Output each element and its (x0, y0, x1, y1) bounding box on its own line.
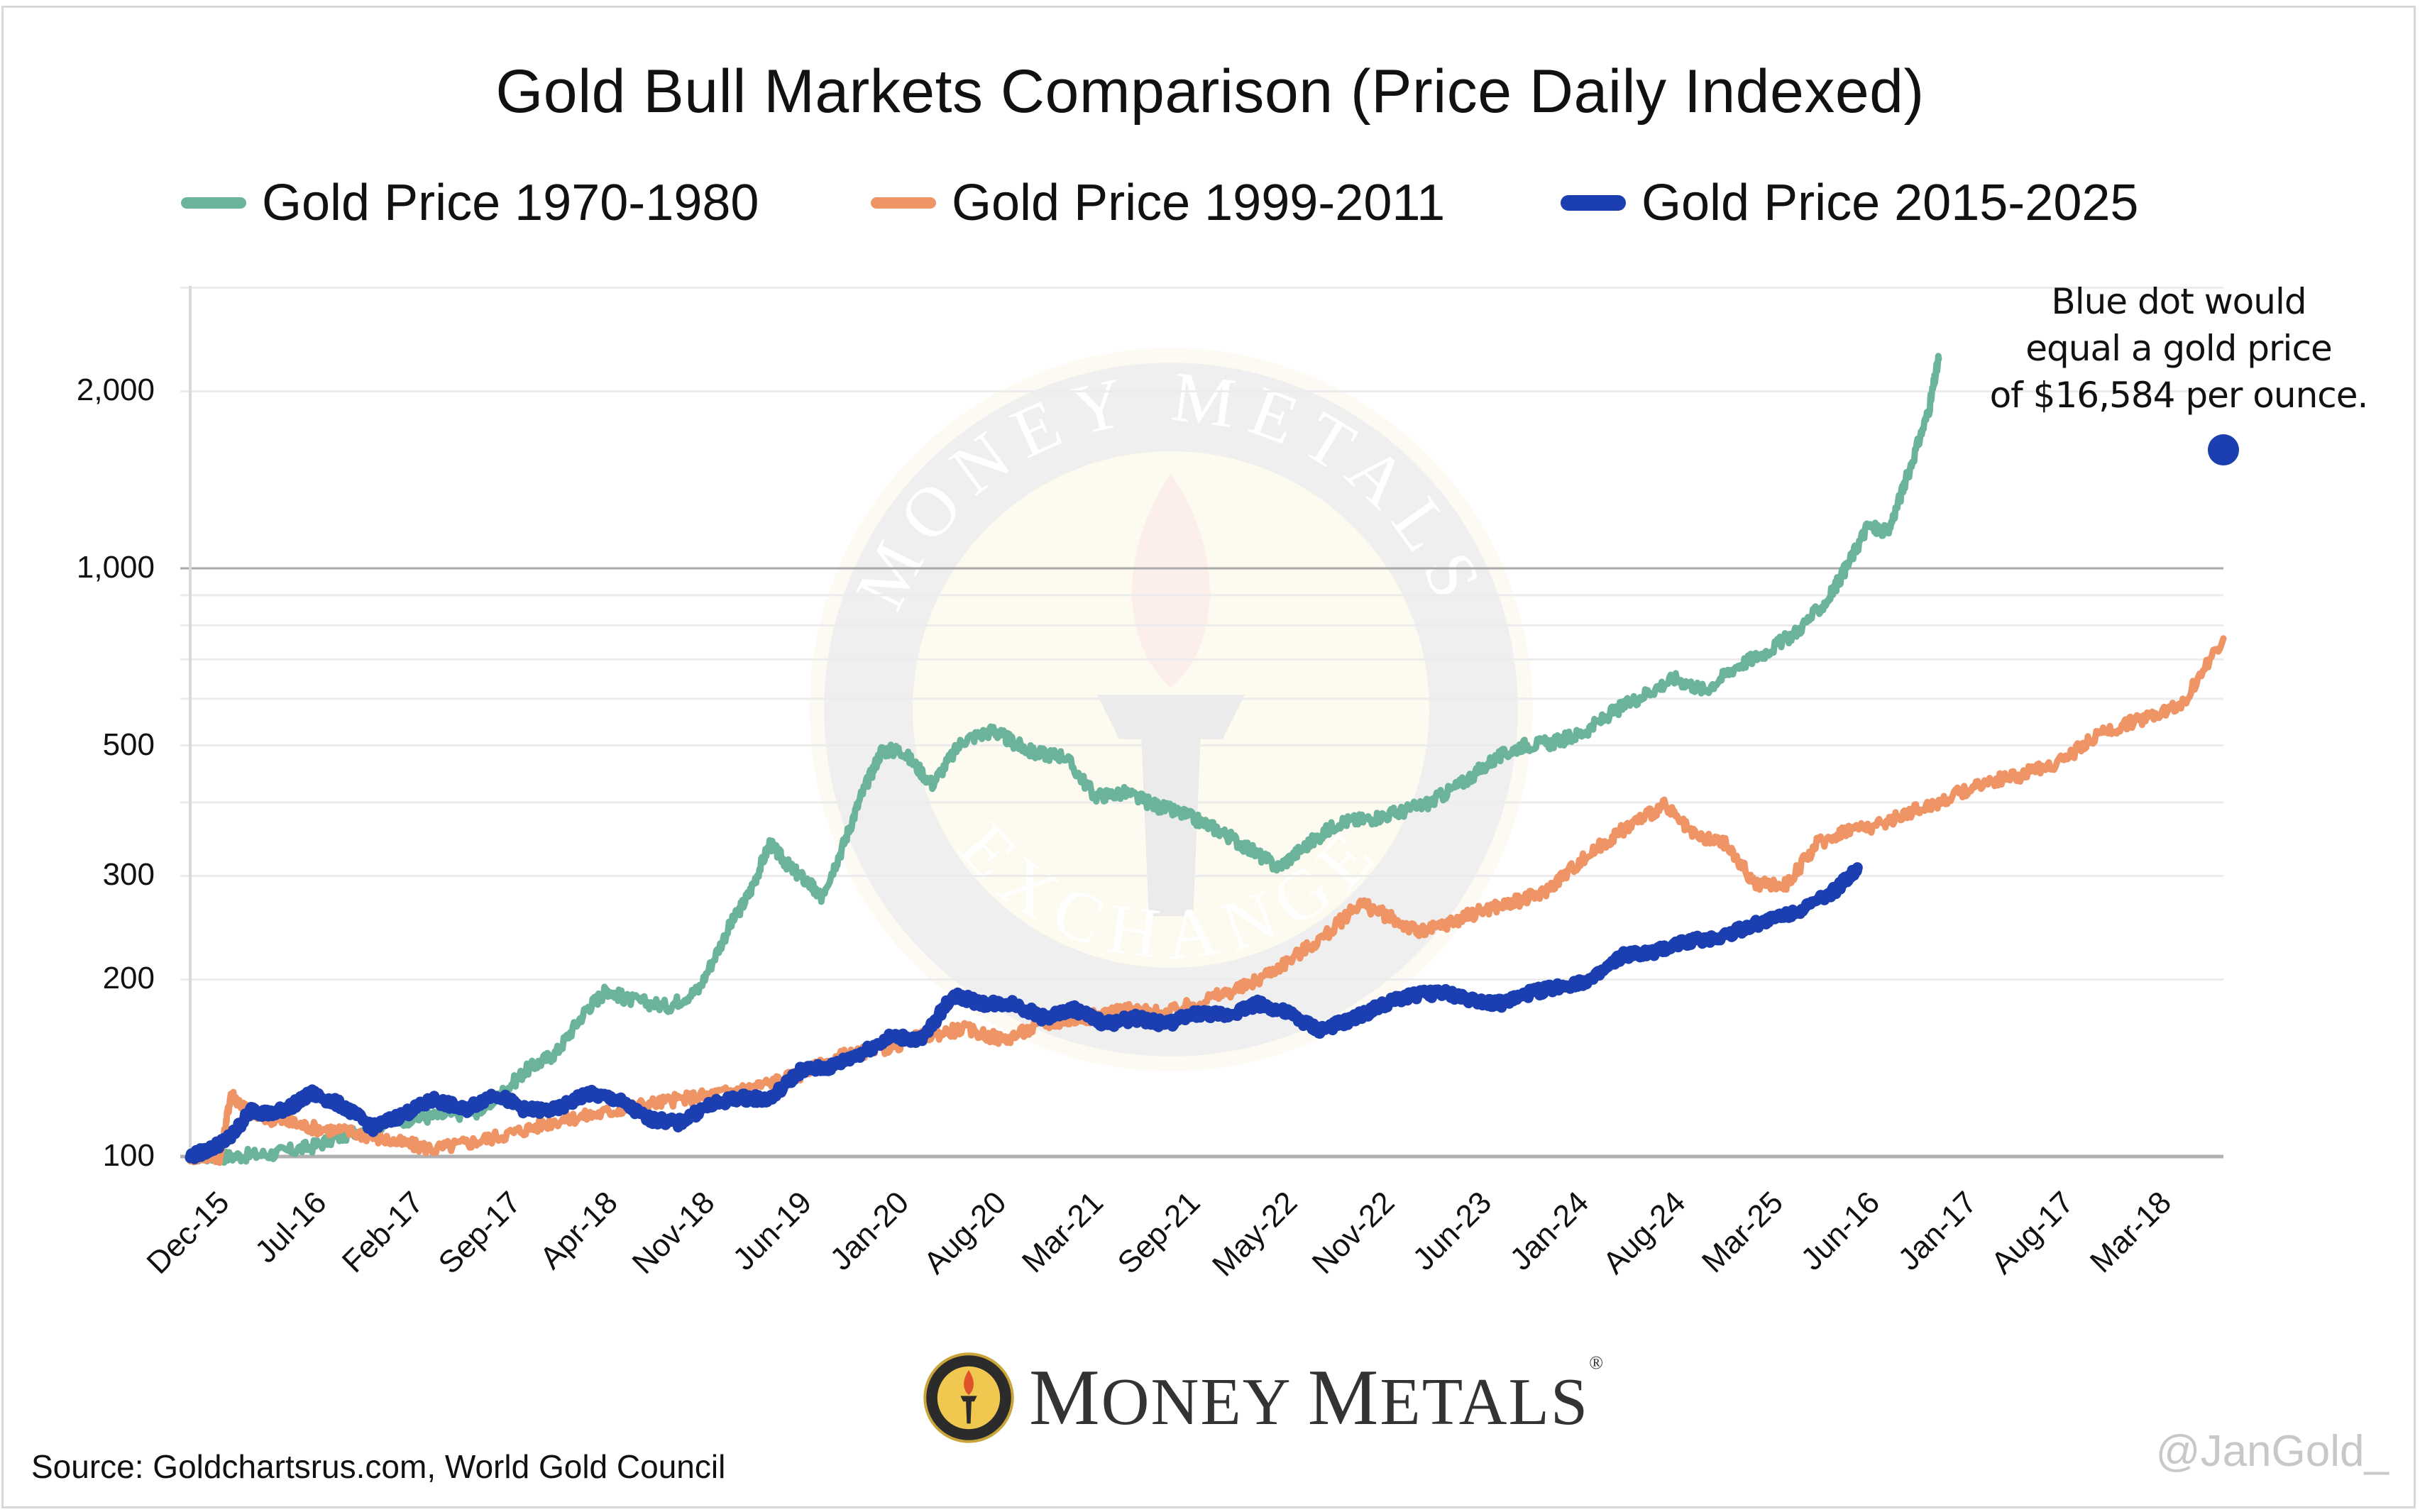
chart-frame (1, 6, 2416, 1508)
y-tick-label: 100 (102, 1138, 155, 1173)
legend: Gold Price 1970-1980 Gold Price 1999-201… (0, 174, 2420, 238)
legend-swatch-orange (871, 197, 936, 209)
seal-dark-ring (824, 363, 1518, 1056)
y-tick-label: 300 (102, 857, 155, 893)
chart-title: Gold Bull Markets Comparison (Price Dail… (495, 57, 1925, 126)
series-line-gold-price-1999-2011 (187, 635, 2227, 1166)
legend-swatch-blue (1561, 195, 1626, 211)
money-metals-seal-watermark: MONEY METALS EXCHANGE (809, 348, 1533, 1071)
annotation-line-2: equal a gold price (2025, 328, 2332, 369)
y-tick-label: 500 (102, 727, 155, 762)
y-tick-label: 2,000 (76, 373, 155, 408)
annotation-text: Blue dot would equal a gold price of $16… (1973, 278, 2385, 419)
projection-dot (2208, 434, 2239, 466)
series-line-gold-price-2015-2025 (185, 862, 1863, 1164)
legend-label: Gold Price 1970-1980 (262, 175, 759, 231)
money-metals-logo[interactable]: MONEY METALS® (923, 1352, 1605, 1444)
legend-item-2015-2025[interactable]: Gold Price 2015-2025 (1561, 174, 2138, 232)
series-line-gold-price-1970-1980 (187, 353, 1942, 1166)
source-note: Source: Goldchartsrus.com, World Gold Co… (31, 1448, 726, 1485)
author-handle[interactable]: @JanGold_ (2155, 1427, 2389, 1476)
torch-flame-icon (1132, 473, 1210, 688)
y-tick-label: 1,000 (76, 550, 155, 585)
annotation-line-1: Blue dot would (2051, 281, 2306, 322)
money-metals-seal-icon (923, 1352, 1014, 1443)
legend-item-1970-1980[interactable]: Gold Price 1970-1980 (181, 174, 759, 232)
seal-gold-center (913, 451, 1429, 968)
legend-item-1999-2011[interactable]: Gold Price 1999-2011 (871, 174, 1445, 232)
legend-label: Gold Price 2015-2025 (1641, 175, 2139, 231)
seal-outer-ring (809, 348, 1533, 1071)
logo-wordmark: MONEY METALS® (1029, 1352, 1605, 1442)
annotation-line-3: of $16,584 per ounce. (1989, 375, 2369, 416)
legend-label: Gold Price 1999-2011 (952, 175, 1446, 231)
legend-swatch-green (181, 197, 246, 209)
y-tick-label: 200 (102, 961, 155, 996)
